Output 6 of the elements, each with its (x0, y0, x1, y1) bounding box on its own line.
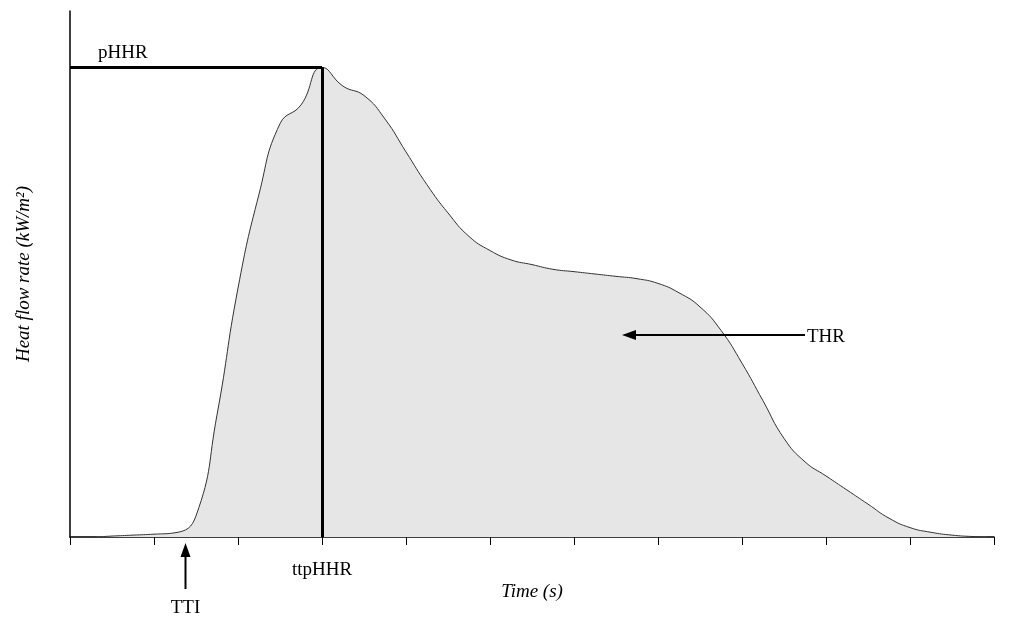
ref-line-label: pHHR (98, 41, 148, 63)
text: ttpHHR (291, 558, 353, 579)
x-axis-title: Time (s) (501, 580, 563, 602)
y-axis-title: Heat flow rate (kW/m²) (12, 185, 34, 364)
text: TTI (170, 596, 201, 617)
annotation: THR (807, 324, 846, 346)
